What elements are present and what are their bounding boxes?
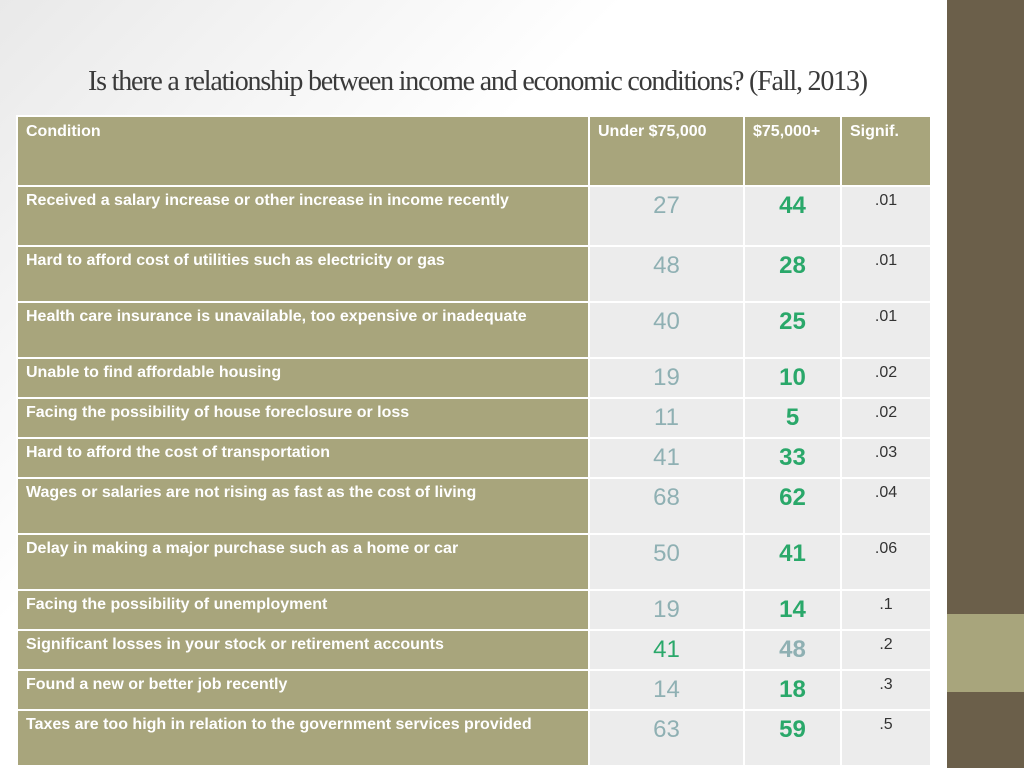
condition-cell: Significant losses in your stock or reti… bbox=[16, 629, 590, 671]
under-value-cell: 48 bbox=[588, 245, 745, 303]
table-header-row: Condition Under $75,000 $75,000+ Signif. bbox=[16, 115, 932, 187]
signif-cell: .3 bbox=[840, 669, 932, 711]
table-row: Health care insurance is unavailable, to… bbox=[16, 301, 932, 359]
header-75000-plus: $75,000+ bbox=[743, 115, 842, 187]
side-bar-accent bbox=[947, 614, 1024, 692]
over-value-cell: 18 bbox=[743, 669, 842, 711]
signif-cell: .01 bbox=[840, 185, 932, 247]
table-row: Unable to find affordable housing 19 10 … bbox=[16, 357, 932, 399]
signif-cell: .02 bbox=[840, 357, 932, 399]
condition-cell: Wages or salaries are not rising as fast… bbox=[16, 477, 590, 535]
table-row: Significant losses in your stock or reti… bbox=[16, 629, 932, 671]
condition-cell: Unable to find affordable housing bbox=[16, 357, 590, 399]
signif-cell: .1 bbox=[840, 589, 932, 631]
signif-cell: .03 bbox=[840, 437, 932, 479]
under-value-cell: 68 bbox=[588, 477, 745, 535]
under-value-cell: 27 bbox=[588, 185, 745, 247]
condition-cell: Taxes are too high in relation to the go… bbox=[16, 709, 590, 767]
data-table: Condition Under $75,000 $75,000+ Signif.… bbox=[16, 115, 932, 767]
under-value-cell: 41 bbox=[588, 629, 745, 671]
signif-cell: .04 bbox=[840, 477, 932, 535]
over-value-cell: 48 bbox=[743, 629, 842, 671]
signif-cell: .01 bbox=[840, 301, 932, 359]
condition-cell: Received a salary increase or other incr… bbox=[16, 185, 590, 247]
table-row: Facing the possibility of unemployment 1… bbox=[16, 589, 932, 631]
under-value-cell: 19 bbox=[588, 357, 745, 399]
under-value-cell: 40 bbox=[588, 301, 745, 359]
over-value-cell: 10 bbox=[743, 357, 842, 399]
over-value-cell: 5 bbox=[743, 397, 842, 439]
signif-cell: .5 bbox=[840, 709, 932, 767]
condition-cell: Health care insurance is unavailable, to… bbox=[16, 301, 590, 359]
signif-cell: .2 bbox=[840, 629, 932, 671]
condition-cell: Facing the possibility of house foreclos… bbox=[16, 397, 590, 439]
over-value-cell: 14 bbox=[743, 589, 842, 631]
over-value-cell: 28 bbox=[743, 245, 842, 303]
over-value-cell: 59 bbox=[743, 709, 842, 767]
over-value-cell: 62 bbox=[743, 477, 842, 535]
under-value-cell: 63 bbox=[588, 709, 745, 767]
over-value-cell: 41 bbox=[743, 533, 842, 591]
condition-cell: Delay in making a major purchase such as… bbox=[16, 533, 590, 591]
table-row: Found a new or better job recently 14 18… bbox=[16, 669, 932, 711]
under-value-cell: 50 bbox=[588, 533, 745, 591]
signif-cell: .01 bbox=[840, 245, 932, 303]
header-condition: Condition bbox=[16, 115, 590, 187]
under-value-cell: 41 bbox=[588, 437, 745, 479]
over-value-cell: 44 bbox=[743, 185, 842, 247]
condition-cell: Hard to afford cost of utilities such as… bbox=[16, 245, 590, 303]
table-row: Taxes are too high in relation to the go… bbox=[16, 709, 932, 767]
under-value-cell: 19 bbox=[588, 589, 745, 631]
condition-cell: Found a new or better job recently bbox=[16, 669, 590, 711]
page-title: Is there a relationship between income a… bbox=[88, 66, 868, 97]
condition-cell: Facing the possibility of unemployment bbox=[16, 589, 590, 631]
signif-cell: .02 bbox=[840, 397, 932, 439]
table-row: Hard to afford the cost of transportatio… bbox=[16, 437, 932, 479]
signif-cell: .06 bbox=[840, 533, 932, 591]
table-row: Delay in making a major purchase such as… bbox=[16, 533, 932, 591]
table-row: Wages or salaries are not rising as fast… bbox=[16, 477, 932, 535]
under-value-cell: 14 bbox=[588, 669, 745, 711]
header-signif: Signif. bbox=[840, 115, 932, 187]
table-row: Hard to afford cost of utilities such as… bbox=[16, 245, 932, 303]
under-value-cell: 11 bbox=[588, 397, 745, 439]
condition-cell: Hard to afford the cost of transportatio… bbox=[16, 437, 590, 479]
over-value-cell: 25 bbox=[743, 301, 842, 359]
table-row: Received a salary increase or other incr… bbox=[16, 185, 932, 247]
header-under-75000: Under $75,000 bbox=[588, 115, 745, 187]
over-value-cell: 33 bbox=[743, 437, 842, 479]
table-row: Facing the possibility of house foreclos… bbox=[16, 397, 932, 439]
